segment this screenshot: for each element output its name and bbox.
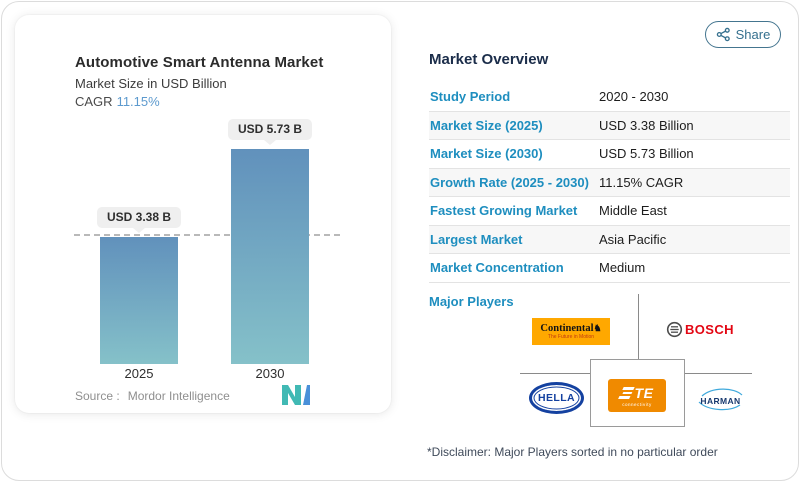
market-chart-card: Automotive Smart Antenna Market Market S… [15, 15, 391, 413]
bosch-logo: BOSCH [666, 321, 734, 338]
cagr-value: 11.15% [116, 94, 160, 109]
te-connectivity-logo: TE connectivity [608, 379, 666, 412]
table-row: Growth Rate (2025 - 2030) 11.15% CAGR [429, 168, 790, 197]
table-row: Market Size (2030) USD 5.73 Billion [429, 140, 790, 169]
continental-tagline: The Future in Motion [547, 334, 595, 340]
reference-dashed-line [74, 234, 340, 237]
bosch-wordmark: BOSCH [685, 322, 734, 337]
table-row: Fastest Growing Market Middle East [429, 197, 790, 226]
share-button-label: Share [735, 27, 771, 42]
harman-swoosh-icon [698, 388, 743, 411]
x-axis-label-2030: 2030 [255, 366, 285, 381]
row-label: Growth Rate (2025 - 2030) [430, 174, 589, 190]
row-value: USD 3.38 Billion [599, 117, 694, 133]
players-disclaimer: *Disclaimer: Major Players sorted in no … [427, 445, 718, 459]
te-connectivity-sub: connectivity [622, 401, 652, 407]
row-value: Asia Pacific [599, 231, 667, 247]
table-row: Study Period 2020 - 2030 [429, 83, 790, 112]
row-label: Market Size (2030) [430, 146, 543, 162]
share-icon [716, 27, 731, 42]
row-label: Market Size (2025) [430, 117, 543, 133]
major-players-label: Major Players [429, 294, 514, 309]
source-attribution: Source : Mordor Intelligence [75, 389, 230, 403]
diagram-vertical-line [638, 294, 639, 359]
chart-title: Automotive Smart Antenna Market [75, 54, 324, 71]
row-label: Fastest Growing Market [430, 203, 578, 219]
table-row: Largest Market Asia Pacific [429, 225, 790, 254]
share-button[interactable]: Share [705, 21, 781, 48]
cagr-label: CAGR [75, 94, 113, 109]
overview-table: Study Period 2020 - 2030 Market Size (20… [429, 83, 790, 283]
continental-logo: Continental♞ The Future in Motion [532, 318, 610, 345]
continental-wordmark: Continental [540, 323, 594, 334]
row-value: Medium [599, 260, 646, 276]
row-label: Market Concentration [430, 260, 564, 276]
bar-2025 [100, 237, 178, 364]
bar-label-2030: USD 5.73 B [227, 119, 313, 141]
row-label: Study Period [430, 89, 511, 105]
x-axis-label-2025: 2025 [124, 366, 154, 381]
bar-label-2025: USD 3.38 B [96, 207, 182, 229]
row-value: 11.15% CAGR [599, 174, 684, 190]
bosch-armature-icon [666, 321, 683, 338]
hella-logo: HELLA [529, 382, 584, 414]
source-label: Source : [75, 389, 120, 403]
row-value: USD 5.73 Billion [599, 146, 694, 162]
harman-wordmark: HARMAN [700, 396, 741, 406]
harman-logo: HARMAN [696, 387, 745, 413]
overview-heading: Market Overview [429, 51, 549, 68]
row-value: 2020 - 2030 [599, 89, 669, 105]
chart-cagr: CAGR 11.15% [75, 94, 160, 109]
bar-2030 [231, 149, 309, 364]
table-row: Market Concentration Medium [429, 254, 790, 283]
continental-horse-icon: ♞ [593, 323, 602, 333]
te-stripes-icon [617, 386, 635, 399]
source-name: Mordor Intelligence [127, 389, 230, 403]
table-row: Market Size (2025) USD 3.38 Billion [429, 111, 790, 140]
row-label: Largest Market [430, 231, 523, 247]
hella-wordmark: HELLA [538, 392, 575, 404]
chart-subtitle: Market Size in USD Billion [75, 76, 227, 91]
mordor-intelligence-logo-icon [281, 384, 311, 411]
row-value: Middle East [599, 203, 667, 219]
te-wordmark: TE [634, 384, 654, 401]
